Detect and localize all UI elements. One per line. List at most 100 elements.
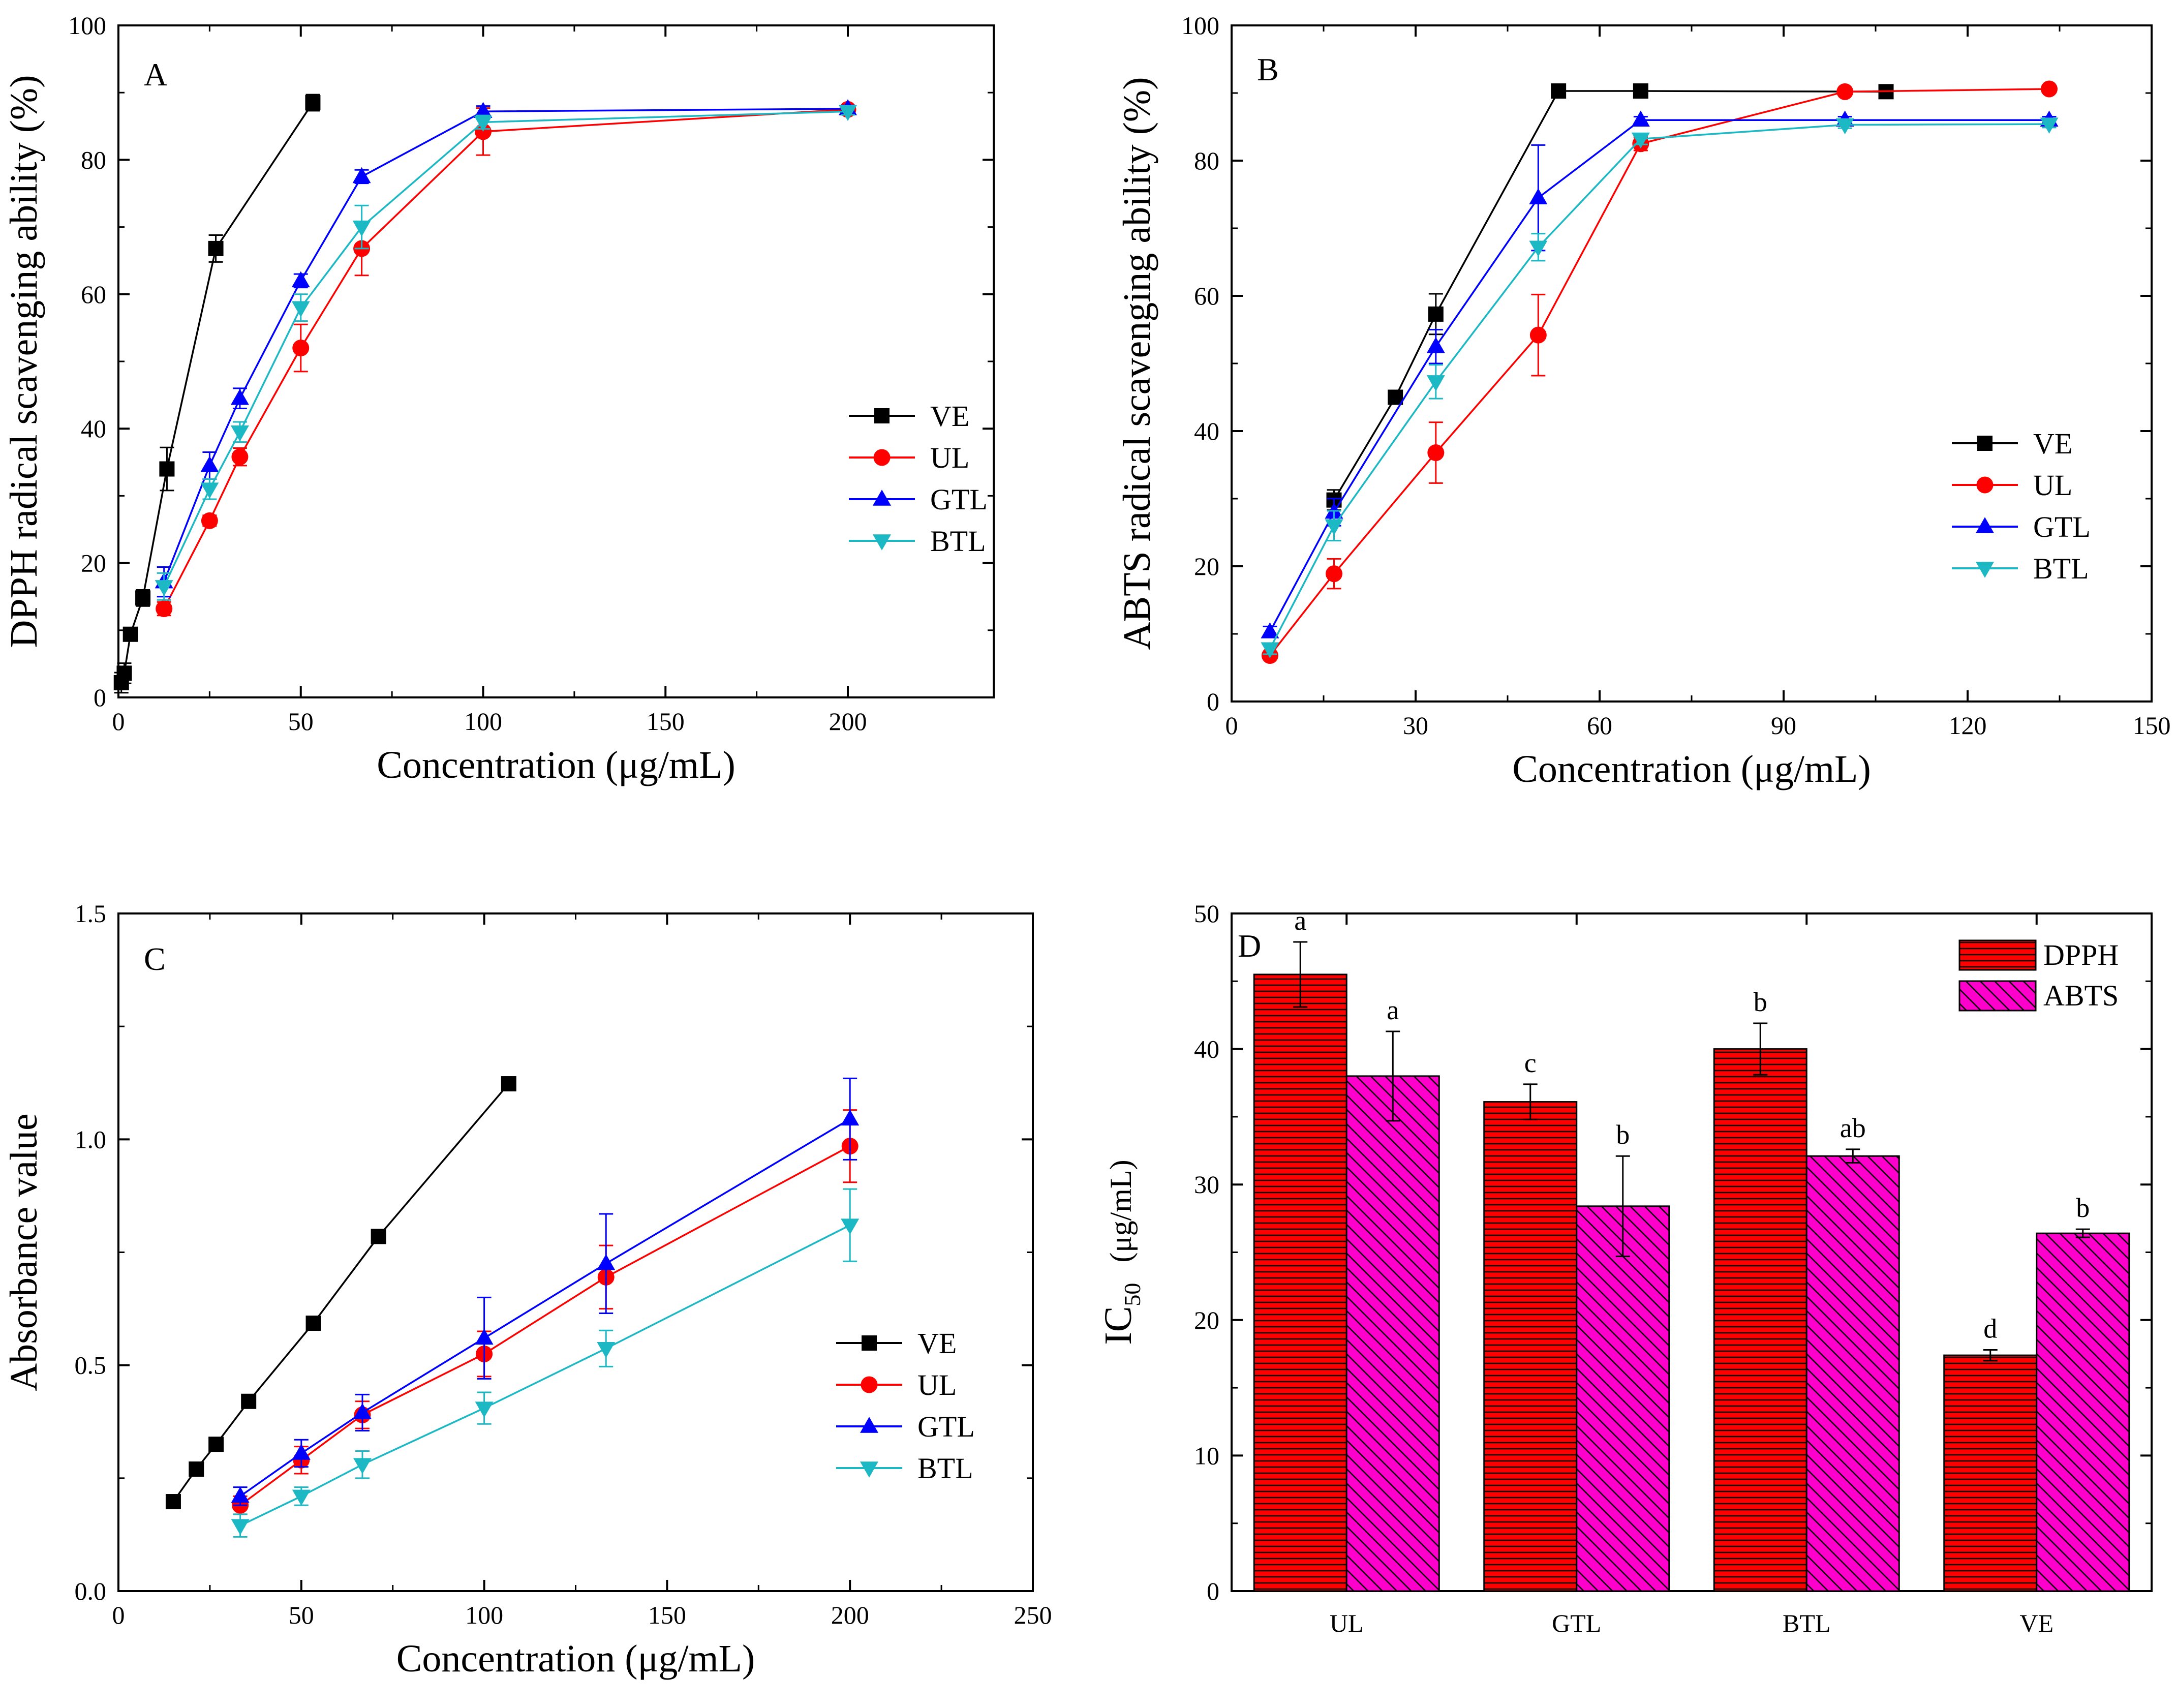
significance-label: ab (1840, 1113, 1866, 1143)
legend-label-gtl: GTL (2033, 510, 2091, 543)
legend-label-btl: BTL (917, 1452, 973, 1485)
data-point-ul (1836, 83, 1854, 100)
legend-label-ul: UL (2033, 469, 2072, 502)
legend-label-gtl: GTL (917, 1410, 975, 1443)
data-point-btl (352, 220, 371, 237)
data-point-gtl (1426, 337, 1445, 353)
significance-label: d (1983, 1313, 1997, 1344)
x-tick-label: 50 (289, 1601, 314, 1629)
bar-dpph-btl (1713, 1048, 1807, 1592)
legend-label-dpph: DPPH (2043, 938, 2119, 971)
data-point-ve (1633, 83, 1648, 99)
series-line-btl (239, 1224, 850, 1527)
data-point-gtl (475, 1328, 494, 1345)
series-ul (1261, 80, 2058, 664)
data-point-btl (353, 1458, 372, 1474)
data-point-ve (159, 461, 175, 477)
significance-label: c (1524, 1048, 1537, 1078)
data-point-gtl (1631, 110, 1650, 127)
data-point-gtl (231, 1486, 250, 1503)
series-line-btl (163, 110, 848, 587)
y-tick-label: 20 (1194, 552, 1219, 581)
panel-letter: A (144, 56, 167, 93)
legend-marker-ve (1977, 436, 1993, 451)
x-category-label-ul: UL (1330, 1609, 1364, 1637)
series-ve (1326, 83, 1894, 511)
bar-dpph-gtl (1483, 1101, 1578, 1592)
legend-marker-gtl (860, 1417, 878, 1433)
data-point-btl (230, 425, 249, 442)
y-tick-label: 20 (1194, 1306, 1219, 1334)
data-point-btl (839, 105, 857, 121)
data-point-ve (305, 1316, 321, 1331)
x-tick-label: 100 (465, 1601, 503, 1629)
data-point-ve (208, 1437, 224, 1452)
y-tick-label: 40 (81, 414, 106, 443)
series-line-ul (1269, 88, 2049, 656)
x-tick-label: 0 (112, 707, 125, 736)
data-point-btl (475, 1401, 494, 1418)
data-point-btl (841, 1218, 860, 1235)
series-btl (231, 1188, 860, 1538)
x-tick-label: 30 (1403, 711, 1428, 740)
legend-swatch-abts (1958, 980, 2037, 1012)
data-point-gtl (292, 1444, 311, 1460)
legend-label-abts: ABTS (2043, 979, 2119, 1012)
bar-abts-gtl (1576, 1205, 1670, 1592)
y-tick-label: 1.0 (75, 1125, 107, 1153)
panel-letter: D (1238, 928, 1261, 964)
y-tick-label: 100 (68, 11, 106, 40)
data-point-gtl (474, 102, 493, 118)
series-line-ul (163, 108, 848, 609)
data-point-ul (201, 512, 218, 529)
data-point-ul (2040, 80, 2058, 98)
y-tick-label: 20 (81, 549, 106, 577)
series-gtl (1261, 110, 2059, 638)
data-point-ul (1326, 565, 1343, 583)
x-category-label-btl: BTL (1783, 1609, 1830, 1637)
data-point-btl (1426, 375, 1445, 391)
y-tick-label: 1.5 (75, 899, 107, 928)
legend-label-ul: UL (930, 441, 969, 474)
series-line-btl (1269, 123, 2049, 650)
data-point-btl (1835, 118, 1854, 135)
y-tick-label: 60 (81, 280, 106, 309)
legend-label-ul: UL (917, 1368, 957, 1401)
series-ve (165, 1076, 516, 1510)
x-tick-label: 150 (2133, 711, 2171, 740)
data-point-btl (292, 1489, 311, 1506)
y-axis-title: Absorbance value (3, 1113, 45, 1391)
bar-dpph-ul (1253, 973, 1347, 1592)
x-tick-label: 60 (1587, 711, 1612, 740)
bar-abts-ul (1345, 1075, 1440, 1592)
data-point-gtl (1529, 188, 1548, 204)
x-tick-label: 120 (1949, 711, 1987, 740)
y-tick-label: 80 (81, 145, 106, 174)
series-line-gtl (1269, 119, 2049, 632)
x-tick-label: 0 (1225, 711, 1238, 740)
data-point-btl (2040, 117, 2059, 134)
panel-b: 0 30 60 90 120 150 0 20 40 60 80 100 B Concentration … (1116, 11, 2171, 790)
y-tick-label: 40 (1194, 1035, 1219, 1063)
series-line-ul (239, 1145, 851, 1506)
data-point-btl (1529, 240, 1548, 257)
significance-label: a (1387, 995, 1399, 1025)
data-point-btl (155, 580, 173, 596)
y-axis-title-main: IC (1097, 1306, 1140, 1345)
bar-dpph-ve (1943, 1354, 2038, 1592)
data-point-ve (116, 665, 132, 681)
data-point-gtl (841, 1109, 860, 1126)
legend-marker-ul (861, 1376, 878, 1393)
data-point-btl (474, 115, 493, 132)
x-tick-label: 90 (1771, 711, 1796, 740)
series-gtl (155, 99, 857, 598)
data-point-ve (135, 590, 151, 606)
data-point-ve (305, 95, 321, 111)
data-point-ve (208, 240, 224, 256)
bar-abts-btl (1805, 1155, 1900, 1592)
y-axis-title: DPPH radical scavenging ability (%) (3, 75, 45, 648)
data-point-ve (165, 1494, 181, 1510)
data-point-ve (241, 1393, 257, 1409)
y-tick-label: 0 (94, 683, 106, 712)
bar-abts-ve (2036, 1232, 2130, 1592)
